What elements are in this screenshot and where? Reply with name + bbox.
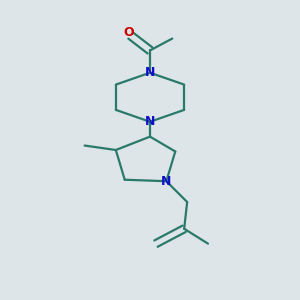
Text: O: O <box>123 26 134 38</box>
Text: N: N <box>161 175 172 188</box>
Text: N: N <box>145 66 155 79</box>
Text: N: N <box>145 115 155 128</box>
